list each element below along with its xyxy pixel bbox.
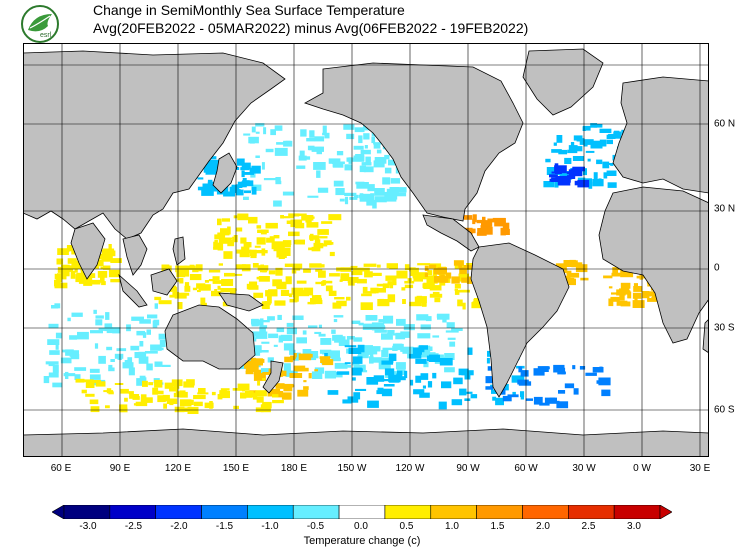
latitude-tick-label: 60 S: [714, 404, 735, 416]
map-title-line-1: Change in SemiMonthly Sea Surface Temper…: [93, 2, 405, 18]
land-africa: [598, 186, 709, 344]
colorbar-tick-label: -1.5: [215, 521, 234, 532]
land-madagascar: [702, 318, 709, 354]
colorbar-tick-label: -0.5: [306, 521, 325, 532]
latitude-tick-label: 60 N: [714, 118, 736, 130]
graticule: [23, 43, 709, 457]
colorbar-tick-label: -2.0: [170, 521, 188, 532]
longitude-tick-label: 150 E: [222, 463, 250, 474]
land-japan: [212, 152, 238, 194]
land-antarctica: [23, 428, 709, 457]
land-europe: [612, 76, 709, 194]
land-new-guinea: [218, 292, 264, 312]
colorbar-tick-label: 2.0: [536, 521, 550, 532]
map-title-line-2: Avg(20FEB2022 - 05MAR2022) minus Avg(06F…: [93, 20, 529, 36]
land-philippines: [172, 236, 186, 266]
colorbar-segment: [476, 505, 523, 519]
colorbar-tick-label: 0.0: [354, 521, 368, 532]
land-south-america: [470, 242, 570, 398]
colorbar-segment: [384, 505, 432, 519]
map-frame: [23, 43, 709, 457]
colorbar-tick-label: -3.0: [79, 521, 97, 532]
colorbar-segment: [338, 505, 386, 519]
land-asia: [23, 50, 286, 240]
longitude-tick-label: 90 W: [456, 463, 480, 474]
colorbar: [52, 505, 672, 519]
colorbar-segment: [63, 505, 111, 519]
land-sumatra: [118, 273, 148, 308]
latitude-tick-label: 0: [714, 262, 720, 274]
colorbar-segment: [522, 505, 569, 519]
longitude-tick-label: 180 E: [280, 463, 308, 474]
land-masses: [23, 48, 709, 457]
noaa-logo-icon: [21, 5, 59, 43]
colorbar-tick-label: 2.5: [581, 521, 596, 532]
logo-text: esrl: [40, 32, 52, 39]
longitude-tick-label: 0 W: [633, 463, 651, 474]
colorbar-segment: [201, 505, 248, 519]
longitude-tick-label: 150 W: [337, 463, 367, 474]
sst-change-map: [23, 43, 709, 457]
longitude-tick-label: 60 W: [514, 463, 538, 474]
longitude-tick-label: 120 E: [164, 463, 192, 474]
land-borneo: [150, 268, 178, 296]
longitude-tick-label: 30 E: [689, 463, 711, 474]
colorbar-tick-label: -1.0: [261, 521, 279, 532]
land-india: [70, 222, 106, 280]
latitude-tick-label: 30 S: [714, 322, 735, 334]
longitude-tick-label: 90 E: [109, 463, 131, 474]
colorbar-segment: [613, 505, 661, 519]
colorbar-tick-label: 3.0: [627, 521, 641, 532]
colorbar-tick-label: 1.0: [445, 521, 459, 532]
colorbar-segment: [247, 505, 294, 519]
latitude-tick-label: 30 N: [714, 203, 736, 215]
colorbar-segment: [568, 505, 615, 519]
land-central-america: [422, 214, 480, 252]
colorbar-label: Temperature change (c): [303, 535, 421, 547]
colorbar-segment: [109, 505, 156, 519]
colorbar-tick-label: 0.5: [399, 521, 414, 532]
land-indochina: [122, 234, 148, 276]
colorbar-segment: [292, 505, 340, 519]
colorbar-segment: [430, 505, 477, 519]
longitude-tick-label: 120 W: [395, 463, 425, 474]
land-new-zealand: [262, 360, 284, 394]
colorbar-tick-label: 1.5: [490, 521, 505, 532]
land-australia: [164, 304, 256, 370]
land-greenland: [522, 48, 604, 116]
colorbar-segment: [155, 505, 202, 519]
longitude-tick-label: 60 E: [50, 463, 72, 474]
longitude-tick-label: 30 W: [572, 463, 596, 474]
colorbar-tick-label: -2.5: [124, 521, 143, 532]
colorbar-low-arrow: [52, 505, 65, 519]
colorbar-high-arrow: [659, 505, 672, 519]
